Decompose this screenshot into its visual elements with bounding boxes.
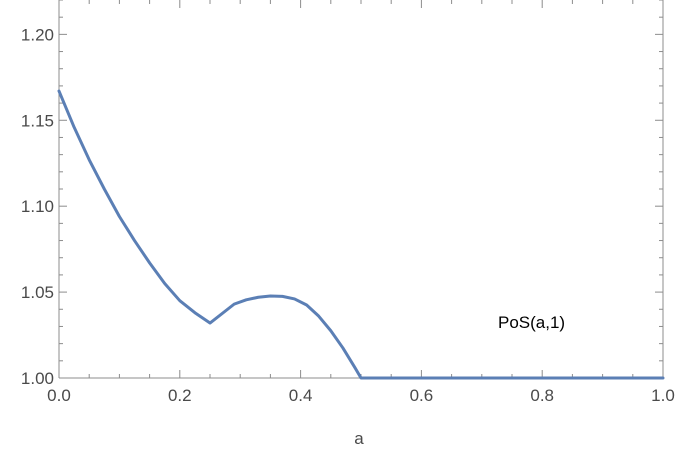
- y-tick-label: 1.20: [21, 25, 54, 44]
- x-axis-title: a: [354, 429, 364, 448]
- x-tick-label: 0.6: [410, 386, 434, 405]
- y-tick-label: 1.15: [21, 111, 54, 130]
- y-tick-label: 1.05: [21, 283, 54, 302]
- x-tick-label: 0.0: [47, 386, 71, 405]
- x-tick-label: 1.0: [651, 386, 675, 405]
- axis-ticks: [58, 0, 664, 379]
- plot-frame: [58, 0, 664, 379]
- tick-labels: 0.0 0.2 0.4 0.6 0.8 1.0 1.00 1.05 1.10 1.15 1.20: [21, 25, 675, 405]
- series-line: [57, 89, 665, 380]
- series-annotation: PoS(a,1): [498, 313, 565, 332]
- x-tick-label: 0.4: [289, 386, 313, 405]
- x-tick-label: 0.8: [530, 386, 554, 405]
- series-layer: [57, 89, 665, 380]
- y-tick-label: 1.10: [21, 197, 54, 216]
- x-tick-label: 0.2: [168, 386, 192, 405]
- y-tick-label: 1.00: [21, 369, 54, 388]
